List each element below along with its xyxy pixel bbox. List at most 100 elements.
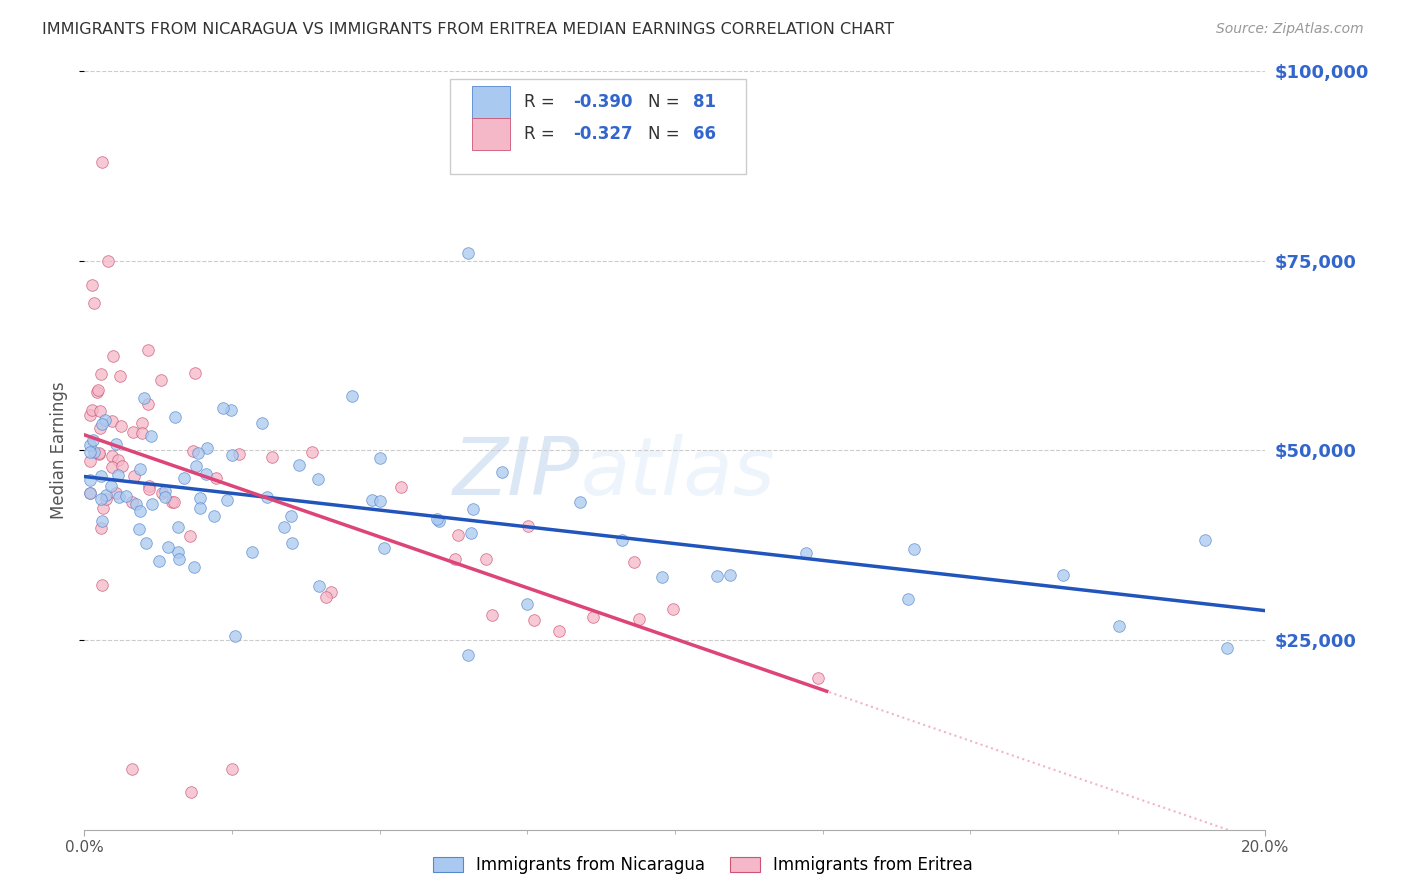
Point [188, 500, 211, 515]
Legend: Immigrants from Nicaragua, Immigrants from Eritrea: Immigrants from Nicaragua, Immigrants fr… [426, 850, 980, 881]
Point [195, 467, 218, 481]
Point [202, 508, 225, 523]
Point [425, 512, 447, 526]
Point [153, 490, 176, 504]
Point [548, 624, 571, 639]
Point [188, 491, 211, 505]
Point [361, 492, 384, 507]
Point [582, 609, 605, 624]
Point [391, 480, 413, 494]
Point [308, 579, 330, 593]
Point [89, 404, 111, 418]
Point [80, 402, 103, 417]
Point [221, 448, 243, 462]
Point [90, 368, 112, 382]
Point [108, 369, 131, 384]
Point [121, 762, 143, 776]
Point [373, 541, 395, 556]
Point [167, 552, 190, 566]
Point [287, 458, 309, 472]
Text: N =: N = [648, 93, 685, 111]
Point [129, 504, 152, 518]
Point [280, 536, 302, 550]
Point [457, 246, 479, 260]
Point [122, 469, 145, 483]
Point [110, 418, 132, 433]
Point [301, 445, 323, 459]
Point [523, 613, 546, 627]
Point [443, 552, 465, 566]
Point [83, 445, 105, 459]
Point [134, 392, 156, 406]
Point [90, 469, 112, 483]
Point [221, 762, 243, 776]
Point [228, 447, 250, 461]
Point [90, 577, 112, 591]
Point [90, 417, 112, 431]
Text: ZIP: ZIP [453, 434, 581, 512]
Point [121, 495, 143, 509]
Point [167, 545, 190, 559]
Point [205, 471, 228, 485]
Point [89, 420, 111, 434]
Point [149, 373, 172, 387]
Point [651, 570, 673, 584]
Point [82, 433, 104, 447]
Point [256, 490, 278, 504]
Point [107, 453, 129, 467]
Point [139, 429, 162, 443]
Point [569, 495, 592, 509]
Point [706, 569, 728, 583]
Text: N =: N = [648, 125, 685, 144]
Point [90, 521, 112, 535]
Point [79, 409, 101, 423]
Point [138, 482, 160, 496]
Point [82, 278, 104, 293]
Point [481, 608, 503, 623]
Point [94, 491, 117, 506]
Text: 81: 81 [693, 93, 716, 111]
Point [427, 514, 450, 528]
Point [86, 385, 108, 400]
Point [153, 484, 176, 499]
Point [273, 520, 295, 534]
Point [101, 459, 124, 474]
Point [516, 597, 538, 611]
Point [96, 488, 118, 502]
Point [240, 545, 263, 559]
Point [181, 444, 204, 458]
Point [122, 425, 145, 440]
Point [516, 519, 538, 533]
Point [108, 490, 131, 504]
Point [628, 612, 651, 626]
Point [897, 592, 920, 607]
Point [340, 389, 363, 403]
Point [463, 502, 485, 516]
Point [221, 403, 243, 417]
Point [195, 441, 218, 455]
Point [307, 471, 329, 485]
Point [100, 479, 122, 493]
Point [260, 450, 283, 464]
Point [79, 486, 101, 500]
Point [86, 383, 108, 397]
Point [101, 449, 124, 463]
Point [104, 485, 127, 500]
Text: -0.327: -0.327 [574, 125, 633, 144]
Point [129, 462, 152, 476]
Point [718, 568, 741, 582]
Point [156, 540, 179, 554]
Point [111, 459, 134, 474]
Point [104, 437, 127, 451]
Text: 66: 66 [693, 125, 716, 144]
Point [163, 495, 186, 509]
Point [167, 519, 190, 533]
Point [150, 486, 173, 500]
Point [124, 497, 146, 511]
Point [100, 414, 122, 428]
Point [91, 501, 114, 516]
Point [79, 445, 101, 459]
Point [1108, 618, 1130, 632]
Point [128, 522, 150, 536]
Text: atlas: atlas [581, 434, 775, 512]
